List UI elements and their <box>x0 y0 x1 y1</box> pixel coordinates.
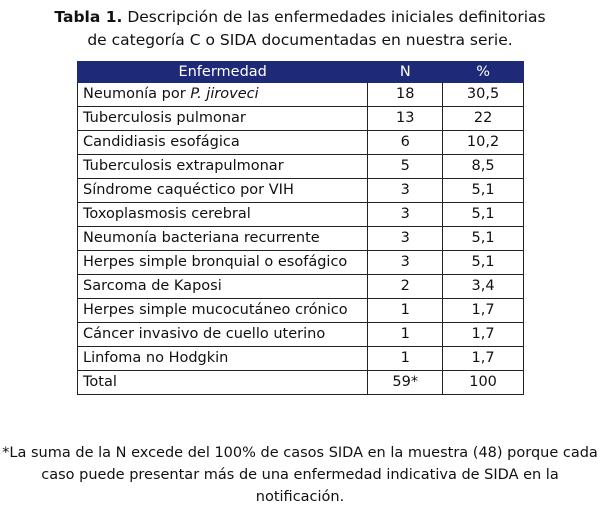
total-count: 59* <box>367 370 444 395</box>
footnote-line-2: caso puede presentar más de una enfermed… <box>41 467 559 505</box>
disease-name-text: Neumonía por <box>83 86 191 102</box>
header-n: N <box>367 61 444 83</box>
percent-cell: 5,1 <box>442 202 524 227</box>
table-row: Cáncer invasivo de cuello uterino 1 1,7 <box>76 322 524 347</box>
disease-table: Enfermedad N % Neumonía por P. jiroveci … <box>76 61 524 395</box>
caption-text-1: Descripción de las enfermedades iniciale… <box>127 8 546 26</box>
count-cell: 3 <box>367 202 444 227</box>
table-row: Neumonía por P. jiroveci 18 30,5 <box>76 82 524 107</box>
disease-name: Neumonía bacteriana recurrente <box>76 226 369 251</box>
caption-line-1: Tabla 1. Descripción de las enfermedades… <box>0 6 600 29</box>
disease-name: Herpes simple bronquial o esofágico <box>76 250 369 275</box>
disease-name: Tuberculosis pulmonar <box>76 106 369 131</box>
count-cell: 6 <box>367 130 444 155</box>
table-header-row: Enfermedad N % <box>76 61 524 83</box>
caption-label: Tabla 1. <box>54 8 123 26</box>
disease-name: Cáncer invasivo de cuello uterino <box>76 322 369 347</box>
percent-cell: 3,4 <box>442 274 524 299</box>
percent-cell: 5,1 <box>442 226 524 251</box>
table-row: Toxoplasmosis cerebral 3 5,1 <box>76 202 524 227</box>
table-row: Herpes simple bronquial o esofágico 3 5,… <box>76 250 524 275</box>
header-enfermedad: Enfermedad <box>76 61 369 83</box>
table-total-row: Total 59* 100 <box>76 370 524 395</box>
disease-name: Neumonía por P. jiroveci <box>76 82 369 107</box>
disease-name: Candidiasis esofágica <box>76 130 369 155</box>
disease-name: Síndrome caquéctico por VIH <box>76 178 369 203</box>
total-percent: 100 <box>442 370 524 395</box>
disease-name: Herpes simple mucocutáneo crónico <box>76 298 369 323</box>
footnote-line-1: *La suma de la N excede del 100% de caso… <box>2 445 598 461</box>
count-cell: 3 <box>367 226 444 251</box>
disease-name-italic: P. jiroveci <box>190 86 259 102</box>
table-footnote: *La suma de la N excede del 100% de caso… <box>0 442 600 508</box>
count-cell: 3 <box>367 250 444 275</box>
disease-name: Toxoplasmosis cerebral <box>76 202 369 227</box>
count-cell: 3 <box>367 178 444 203</box>
table-row: Tuberculosis pulmonar 13 22 <box>76 106 524 131</box>
disease-name: Sarcoma de Kaposi <box>76 274 369 299</box>
table-row: Linfoma no Hodgkin 1 1,7 <box>76 346 524 371</box>
count-cell: 1 <box>367 346 444 371</box>
percent-cell: 5,1 <box>442 250 524 275</box>
table-row: Herpes simple mucocutáneo crónico 1 1,7 <box>76 298 524 323</box>
percent-cell: 5,1 <box>442 178 524 203</box>
count-cell: 1 <box>367 322 444 347</box>
percent-cell: 1,7 <box>442 322 524 347</box>
table-caption: Tabla 1. Descripción de las enfermedades… <box>0 6 600 52</box>
table-row: Sarcoma de Kaposi 2 3,4 <box>76 274 524 299</box>
table-row: Síndrome caquéctico por VIH 3 5,1 <box>76 178 524 203</box>
count-cell: 13 <box>367 106 444 131</box>
disease-name: Tuberculosis extrapulmonar <box>76 154 369 179</box>
percent-cell: 30,5 <box>442 82 524 107</box>
percent-cell: 10,2 <box>442 130 524 155</box>
count-cell: 5 <box>367 154 444 179</box>
percent-cell: 22 <box>442 106 524 131</box>
table-row: Candidiasis esofágica 6 10,2 <box>76 130 524 155</box>
count-cell: 18 <box>367 82 444 107</box>
table-row: Neumonía bacteriana recurrente 3 5,1 <box>76 226 524 251</box>
total-label: Total <box>76 370 369 395</box>
percent-cell: 1,7 <box>442 298 524 323</box>
table-row: Tuberculosis extrapulmonar 5 8,5 <box>76 154 524 179</box>
caption-text-2: de categoría C o SIDA documentadas en nu… <box>87 31 513 49</box>
disease-name: Linfoma no Hodgkin <box>76 346 369 371</box>
percent-cell: 1,7 <box>442 346 524 371</box>
percent-cell: 8,5 <box>442 154 524 179</box>
header-percent: % <box>442 61 524 83</box>
count-cell: 2 <box>367 274 444 299</box>
count-cell: 1 <box>367 298 444 323</box>
